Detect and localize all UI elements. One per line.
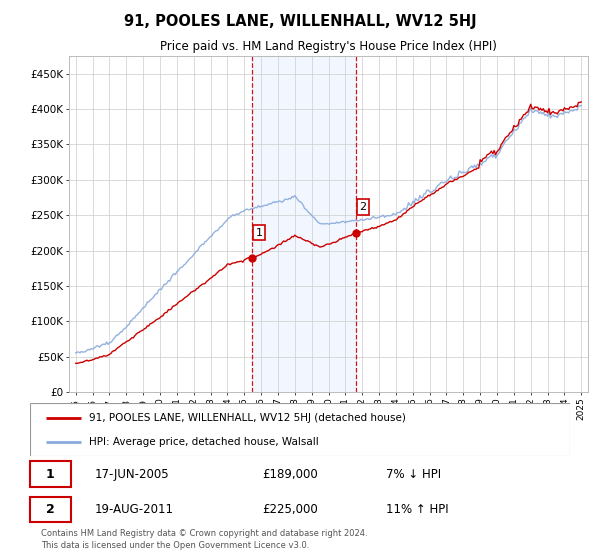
- FancyBboxPatch shape: [30, 403, 570, 456]
- Text: 1: 1: [46, 468, 55, 480]
- FancyBboxPatch shape: [30, 461, 71, 487]
- Text: 2: 2: [46, 503, 55, 516]
- Text: 91, POOLES LANE, WILLENHALL, WV12 5HJ: 91, POOLES LANE, WILLENHALL, WV12 5HJ: [124, 14, 476, 29]
- Bar: [252, 56, 356, 392]
- Text: 1: 1: [256, 228, 262, 237]
- FancyBboxPatch shape: [30, 497, 71, 522]
- Text: 17-JUN-2005: 17-JUN-2005: [95, 468, 169, 480]
- Text: £225,000: £225,000: [262, 503, 318, 516]
- Text: £189,000: £189,000: [262, 468, 318, 480]
- Text: 11% ↑ HPI: 11% ↑ HPI: [386, 503, 449, 516]
- Text: 91, POOLES LANE, WILLENHALL, WV12 5HJ (detached house): 91, POOLES LANE, WILLENHALL, WV12 5HJ (d…: [89, 413, 406, 423]
- Text: HPI: Average price, detached house, Walsall: HPI: Average price, detached house, Wals…: [89, 436, 319, 446]
- Title: Price paid vs. HM Land Registry's House Price Index (HPI): Price paid vs. HM Land Registry's House …: [160, 40, 497, 53]
- Text: Contains HM Land Registry data © Crown copyright and database right 2024.
This d: Contains HM Land Registry data © Crown c…: [41, 529, 367, 550]
- Text: 7% ↓ HPI: 7% ↓ HPI: [386, 468, 442, 480]
- Text: 19-AUG-2011: 19-AUG-2011: [95, 503, 174, 516]
- Text: 2: 2: [359, 202, 367, 212]
